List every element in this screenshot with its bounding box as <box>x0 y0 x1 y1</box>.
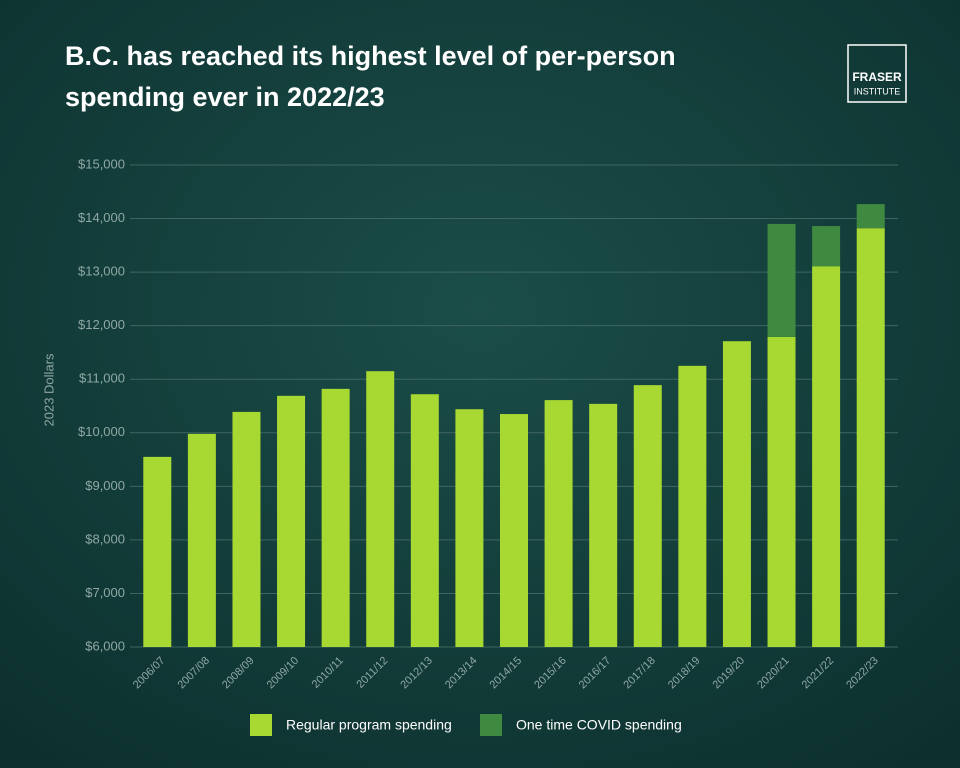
bar <box>678 365 707 647</box>
bar <box>767 223 796 337</box>
y-axis-label: 2023 Dollars <box>41 353 56 426</box>
logo-text: FRASER <box>852 70 902 84</box>
bar <box>187 433 216 647</box>
y-tick-label: $9,000 <box>85 478 125 493</box>
bar <box>856 228 885 647</box>
legend-swatch <box>250 714 272 736</box>
y-tick-label: $13,000 <box>78 264 125 279</box>
y-tick-label: $15,000 <box>78 156 125 171</box>
y-tick-label: $14,000 <box>78 210 125 225</box>
y-tick-label: $12,000 <box>78 317 125 332</box>
bar <box>143 456 172 647</box>
y-tick-label: $10,000 <box>78 424 125 439</box>
legend-swatch <box>480 714 502 736</box>
bar <box>321 388 350 647</box>
legend-label: Regular program spending <box>286 717 452 733</box>
logo-box <box>847 44 907 103</box>
bar <box>767 336 796 647</box>
bar <box>633 385 662 647</box>
bar <box>589 403 618 647</box>
y-tick-label: $8,000 <box>85 531 125 546</box>
bar <box>544 400 573 647</box>
bar <box>410 394 439 647</box>
bar <box>232 411 261 647</box>
bar <box>856 204 885 229</box>
y-tick-label: $7,000 <box>85 585 125 600</box>
chart-title: B.C. has reached its highest level of pe… <box>65 41 676 71</box>
bar <box>500 414 528 647</box>
bar <box>366 371 395 647</box>
bar <box>812 266 841 647</box>
bar <box>812 226 841 267</box>
y-tick-label: $6,000 <box>85 638 125 653</box>
legend-label: One time COVID spending <box>516 717 682 733</box>
logo-text: INSTITUTE <box>854 86 901 96</box>
bar <box>277 395 306 647</box>
bar <box>455 409 484 647</box>
y-tick-label: $11,000 <box>79 371 125 386</box>
chart-title: spending ever in 2022/23 <box>65 82 385 112</box>
bar <box>722 341 751 647</box>
